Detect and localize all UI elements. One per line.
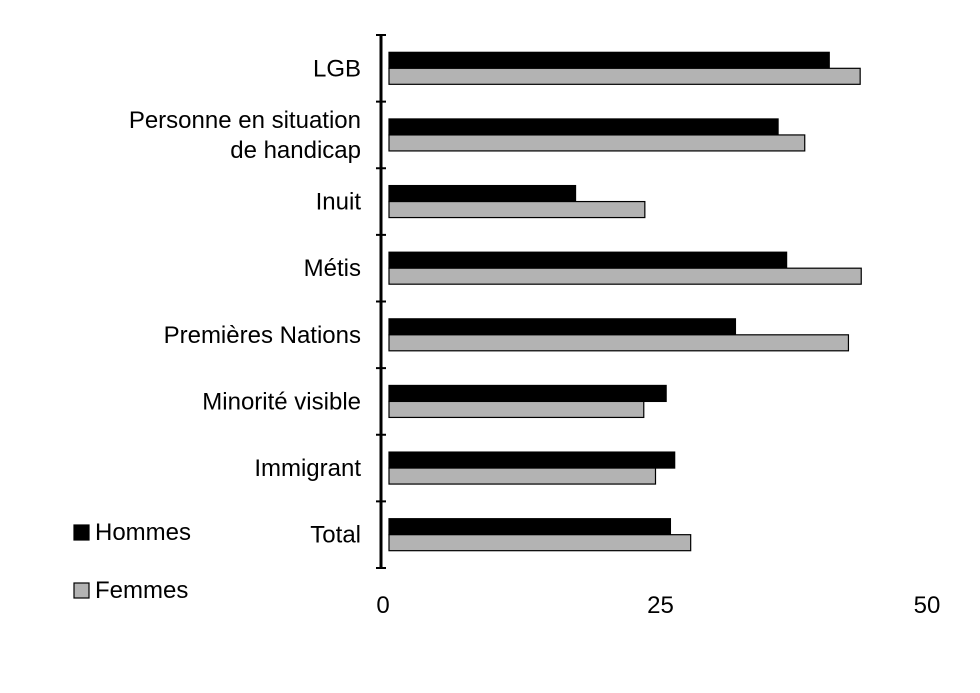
x-tick-label: 25: [647, 592, 674, 619]
bar-hommes-5: [388, 384, 667, 403]
category-label: Premières Nations: [164, 322, 361, 349]
bar-femmes-5: [388, 400, 645, 419]
bar-femmes-3: [388, 267, 862, 285]
category-label: de handicap: [230, 137, 361, 164]
category-label: LGB: [313, 55, 361, 82]
bar-hommes-0: [388, 51, 830, 69]
bar-femmes-6: [388, 467, 657, 485]
bar-hommes-3: [388, 251, 788, 269]
category-label: Immigrant: [254, 455, 361, 482]
legend-swatch-femmes: [73, 582, 90, 599]
category-label: Métis: [304, 255, 361, 282]
category-label: Personne en situation: [129, 107, 361, 134]
legend: Hommes Femmes: [73, 519, 191, 604]
bar-femmes-2: [388, 200, 646, 219]
bar-hommes-6: [388, 451, 676, 469]
bar-femmes-7: [388, 534, 692, 552]
bar-hommes-1: [388, 118, 779, 136]
legend-swatch-hommes: [73, 524, 90, 541]
bar-hommes-2: [388, 184, 577, 203]
bar-hommes-4: [388, 318, 737, 336]
bar-femmes-4: [388, 334, 850, 352]
category-label: Minorité visible: [202, 388, 361, 415]
x-tick-label: 50: [914, 592, 941, 619]
x-tick-labels: 0 25 50: [376, 592, 940, 619]
category-label: Total: [310, 522, 361, 549]
bar-femmes-0: [388, 67, 861, 85]
category-labels: LGB Personne en situation de handicap Inuit…: [129, 55, 362, 548]
legend-label-hommes: Hommes: [95, 519, 191, 546]
legend-label-femmes: Femmes: [95, 577, 188, 604]
x-tick-label: 0: [376, 592, 389, 619]
category-label: Inuit: [316, 189, 362, 216]
bars-group: [388, 51, 862, 552]
y-axis: [376, 34, 386, 569]
bar-femmes-1: [388, 134, 806, 152]
bar-hommes-7: [388, 518, 672, 536]
